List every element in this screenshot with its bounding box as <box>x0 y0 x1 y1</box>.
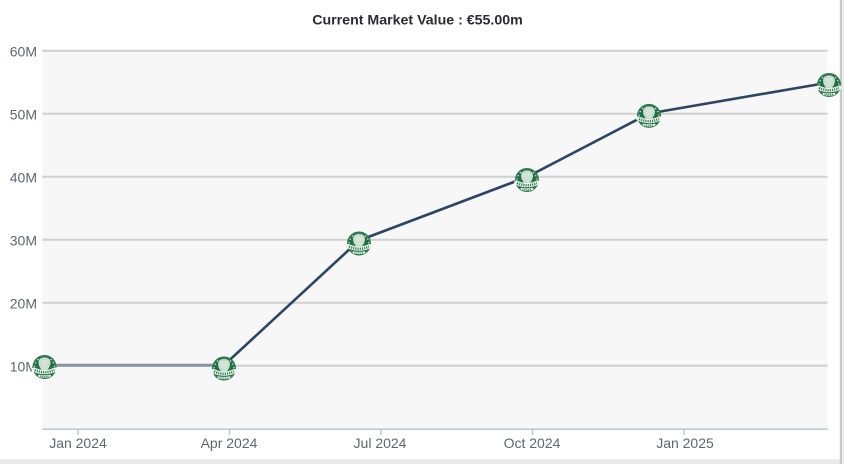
svg-text:Jul 2024: Jul 2024 <box>354 435 407 451</box>
svg-text:Current Market Value : €55.00m: Current Market Value : €55.00m <box>312 13 523 29</box>
svg-text:Apr 2024: Apr 2024 <box>201 435 258 451</box>
svg-text:20M: 20M <box>10 295 37 311</box>
svg-text:10M: 10M <box>10 358 37 374</box>
svg-text:30M: 30M <box>10 232 37 248</box>
svg-text:Oct 2024: Oct 2024 <box>504 435 561 451</box>
svg-text:Jan 2024: Jan 2024 <box>49 435 107 451</box>
svg-text:40M: 40M <box>10 169 37 185</box>
svg-text:60M: 60M <box>10 43 37 59</box>
svg-text:50M: 50M <box>10 106 37 122</box>
svg-text:Jan 2025: Jan 2025 <box>656 435 714 451</box>
